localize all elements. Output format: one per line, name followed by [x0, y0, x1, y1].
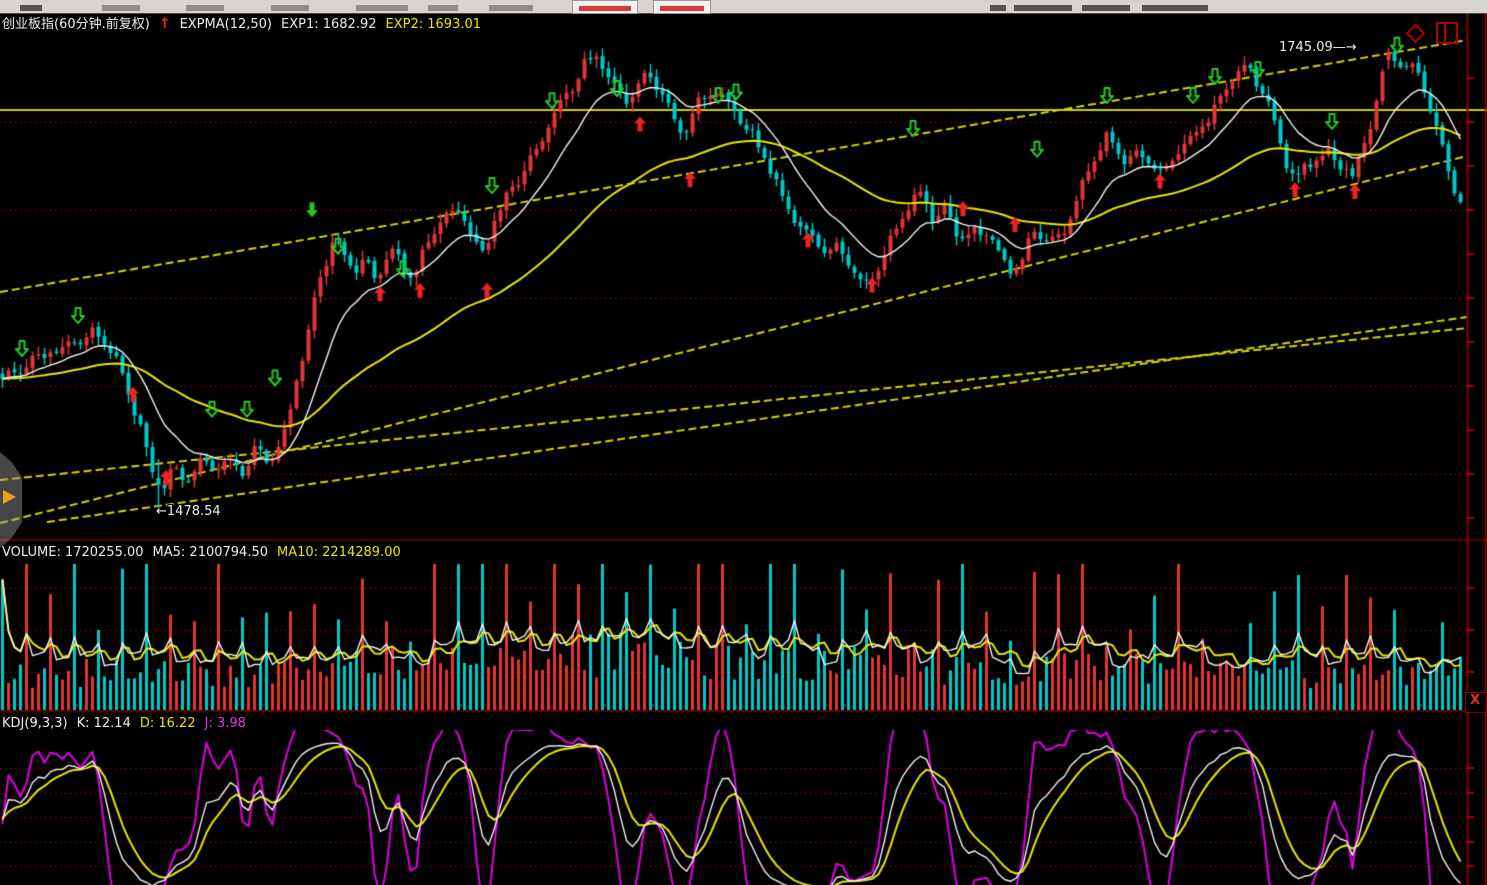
main-chart-title-row: 创业板指(60分钟.前复权) ↑ EXPMA(12,50) EXP1: 1682.92…	[2, 16, 482, 33]
expand-triangle-icon	[3, 490, 16, 504]
chart-window-controls	[1402, 20, 1460, 46]
exp2-value: EXP2: 1693.01	[385, 17, 482, 32]
toolbar-button-red-1[interactable]	[572, 0, 638, 14]
exp1-value: EXP1: 1682.92	[281, 17, 377, 32]
panel-close-button[interactable]: X	[1465, 692, 1487, 713]
volume-ma5-value: MA5: 2100794.50	[152, 545, 268, 560]
volume-value: VOLUME: 1720255.00	[2, 545, 144, 560]
menubar-item[interactable]	[990, 5, 1006, 11]
menubar-item[interactable]	[1142, 5, 1208, 11]
kdj-d-value: D: 16.22	[139, 716, 196, 731]
kdj-title-row: KDJ(9,3,3) K: 12.14 D: 16.22 J: 3.98	[2, 716, 246, 731]
menubar-item[interactable]	[356, 5, 408, 11]
red-label-smudge	[579, 6, 631, 11]
up-arrow-icon: ↑	[158, 16, 171, 32]
kdj-k-value: K: 12.14	[76, 716, 131, 731]
menubar-item[interactable]	[271, 5, 309, 11]
menubar-item[interactable]	[489, 5, 533, 11]
diamond-icon[interactable]	[1402, 20, 1428, 46]
high-value: 1745.09	[1279, 40, 1333, 55]
low-value: 1478.54	[166, 504, 221, 519]
annotation-arrow-right-icon: —→	[1332, 40, 1357, 55]
kdj-indicator-label[interactable]: KDJ(9,3,3)	[2, 716, 68, 731]
kdj-j-value: J: 3.98	[204, 716, 246, 731]
annotation-arrow-left-icon: ←	[156, 504, 167, 519]
close-x-label: X	[1470, 693, 1481, 708]
menubar-item[interactable]	[1014, 5, 1072, 11]
indicator-label[interactable]: EXPMA(12,50)	[179, 17, 272, 32]
symbol-title: 创业板指(60分钟.前复权)	[2, 17, 150, 32]
menubar-item[interactable]	[428, 5, 458, 11]
menubar	[0, 0, 1487, 14]
toolbar-button-red-2[interactable]	[653, 0, 711, 14]
red-label-smudge	[660, 6, 704, 11]
menubar-item[interactable]	[1082, 5, 1130, 11]
app-icon	[20, 5, 42, 11]
volume-ma10-value: MA10: 2214289.00	[277, 545, 401, 560]
menubar-item[interactable]	[102, 5, 140, 11]
volume-title-row: VOLUME: 1720255.00 MA5: 2100794.50 MA10: 2…	[2, 545, 401, 560]
low-annotation: ←1478.54	[156, 504, 221, 519]
side-panel-handle[interactable]	[0, 452, 22, 548]
high-annotation: 1745.09—→	[1279, 40, 1357, 55]
split-window-icon[interactable]	[1434, 20, 1460, 46]
menubar-item[interactable]	[186, 5, 224, 11]
